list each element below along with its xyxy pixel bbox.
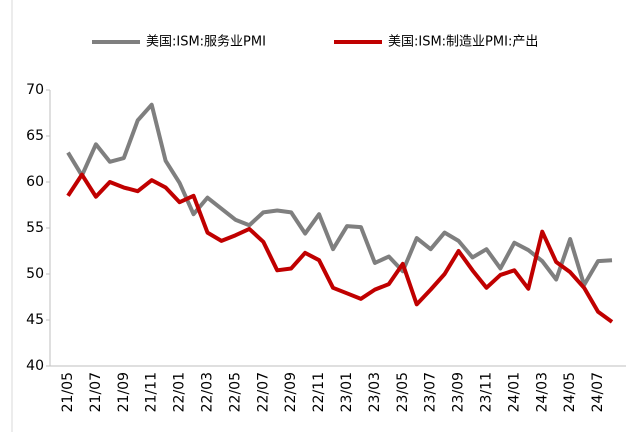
x-tick-label: 21/09 xyxy=(116,372,132,412)
x-tick-label: 22/01 xyxy=(172,372,188,412)
y-tick-label: 65 xyxy=(26,128,44,144)
y-tick-label: 70 xyxy=(26,82,44,98)
x-tick-label: 23/07 xyxy=(423,372,439,412)
x-tick-label: 21/11 xyxy=(144,372,160,412)
x-tick-label: 22/03 xyxy=(199,372,215,412)
x-tick-label: 21/05 xyxy=(60,372,76,412)
x-tick-label: 22/05 xyxy=(227,372,243,412)
x-tick-label: 23/01 xyxy=(339,372,355,412)
x-tick-label: 23/11 xyxy=(478,372,494,412)
x-tick-label: 24/05 xyxy=(562,372,578,412)
x-tick-label: 23/05 xyxy=(395,372,411,412)
legend-label: 美国:ISM:制造业PMI:产出 xyxy=(388,35,538,50)
series-line xyxy=(66,172,614,324)
x-tick-label: 24/07 xyxy=(590,372,606,412)
series-line xyxy=(66,102,613,288)
legend-label: 美国:ISM:服务业PMI xyxy=(146,34,266,50)
x-tick-label: 24/03 xyxy=(534,372,550,412)
x-tick-label: 21/07 xyxy=(88,372,104,412)
x-tick-label: 23/09 xyxy=(451,372,467,412)
y-tick-label: 60 xyxy=(26,174,44,190)
y-tick-label: 40 xyxy=(26,358,44,374)
x-tick-label: 22/09 xyxy=(283,372,299,412)
y-tick-label: 55 xyxy=(26,220,44,236)
y-tick-label: 50 xyxy=(26,266,44,282)
y-tick-label: 45 xyxy=(26,312,44,328)
x-tick-label: 24/01 xyxy=(506,372,522,412)
x-tick-label: 22/07 xyxy=(255,372,271,412)
x-tick-label: 23/03 xyxy=(367,372,383,412)
x-tick-label: 22/11 xyxy=(311,372,327,412)
